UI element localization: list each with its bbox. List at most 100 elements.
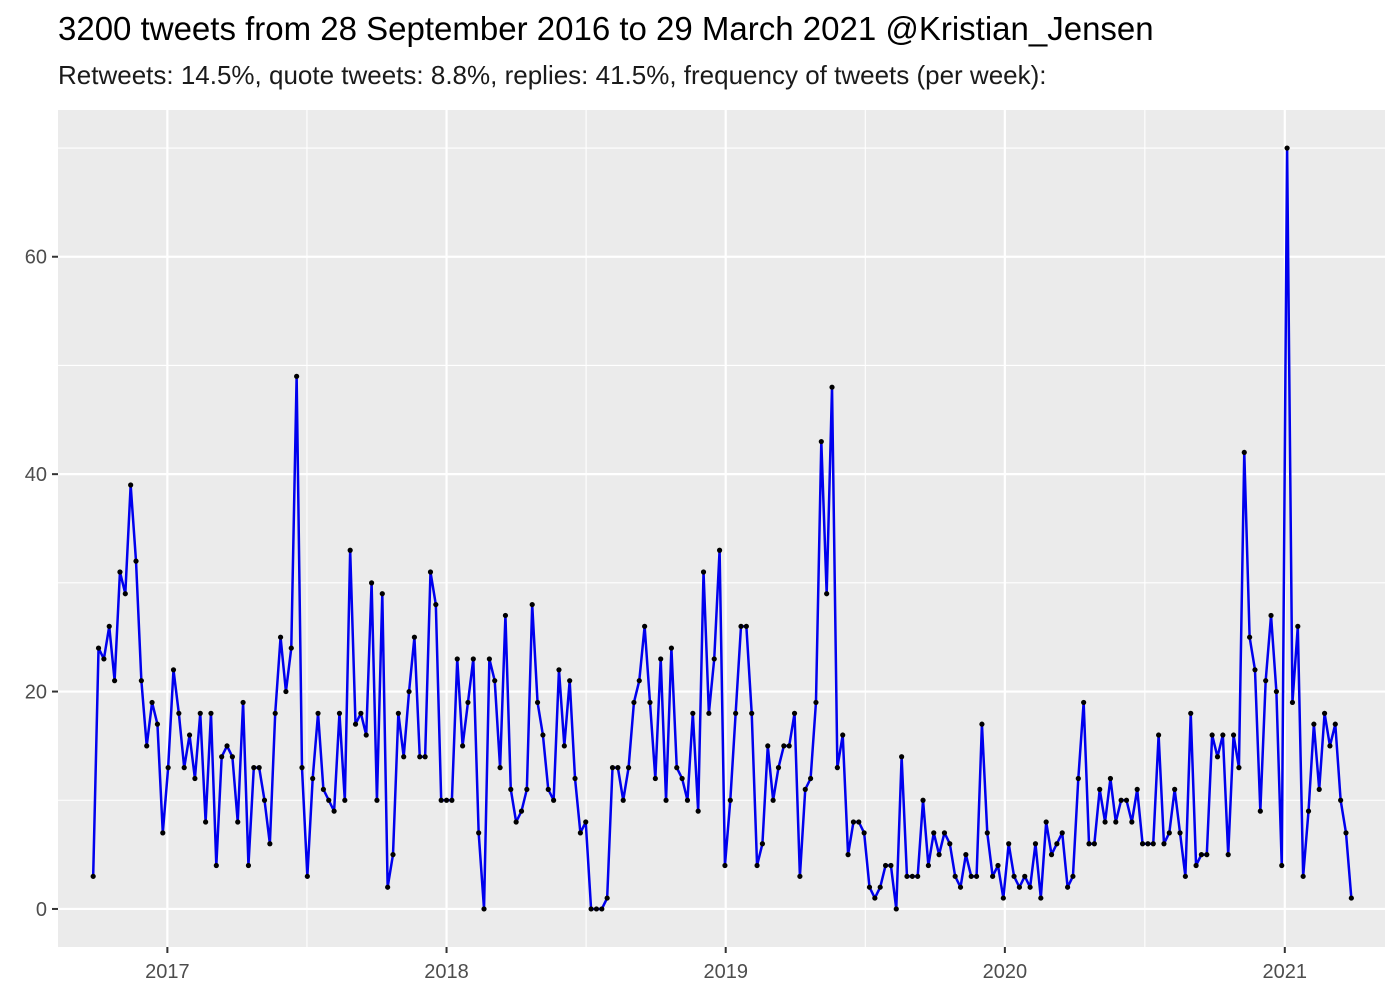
data-point <box>583 819 589 825</box>
data-point <box>711 656 717 662</box>
data-point <box>1027 884 1033 890</box>
data-point <box>759 841 766 847</box>
data-point <box>968 873 974 879</box>
data-point <box>609 765 616 771</box>
data-point <box>186 732 193 738</box>
data-point <box>1054 841 1060 847</box>
data-point <box>1075 775 1081 782</box>
data-point <box>963 852 969 858</box>
data-point <box>294 373 300 379</box>
data-point <box>668 645 675 651</box>
data-point <box>625 765 632 771</box>
data-point <box>936 852 942 858</box>
data-point <box>775 765 782 771</box>
data-point <box>443 797 450 803</box>
data-point <box>899 754 905 760</box>
data-point <box>882 862 889 869</box>
data-point <box>1006 841 1012 847</box>
data-point <box>556 667 562 673</box>
data-point <box>866 884 873 890</box>
data-point <box>347 547 353 553</box>
data-point <box>813 699 819 706</box>
data-point <box>513 819 519 825</box>
data-point <box>534 699 541 706</box>
data-point <box>1327 743 1333 749</box>
data-point <box>497 765 503 771</box>
data-point <box>1107 775 1114 782</box>
data-point <box>749 710 755 716</box>
data-point <box>1016 884 1023 890</box>
data-point <box>1257 808 1263 814</box>
data-point <box>679 775 685 782</box>
data-point <box>716 547 723 553</box>
data-point <box>502 612 509 619</box>
data-point <box>1193 862 1199 869</box>
data-point <box>1081 699 1087 706</box>
data-point <box>925 862 931 869</box>
data-point <box>476 830 482 836</box>
data-point <box>1311 721 1317 727</box>
data-point <box>652 775 658 782</box>
data-point <box>427 569 434 575</box>
data-point <box>1236 765 1242 771</box>
data-point <box>401 754 407 760</box>
data-point <box>647 699 653 706</box>
data-point <box>1279 862 1285 869</box>
data-point <box>160 830 166 836</box>
data-point <box>727 797 733 803</box>
data-point <box>1289 699 1296 706</box>
data-point <box>540 732 546 738</box>
data-point <box>588 906 594 912</box>
data-point <box>101 656 107 662</box>
data-point <box>1214 754 1221 760</box>
data-point <box>460 743 466 749</box>
data-point <box>850 819 857 825</box>
data-point <box>213 862 219 869</box>
data-point <box>1268 612 1274 619</box>
y-tick-label: 60 <box>25 247 47 269</box>
data-point <box>154 721 161 727</box>
chart-subtitle: Retweets: 14.5%, quote tweets: 8.8%, rep… <box>58 60 1047 90</box>
data-point <box>642 623 648 629</box>
data-point <box>979 721 985 727</box>
data-point <box>390 852 396 858</box>
data-point <box>144 743 150 749</box>
data-point <box>508 786 514 792</box>
data-point <box>310 775 316 782</box>
data-point <box>1338 797 1344 803</box>
data-point <box>1048 852 1055 858</box>
data-point <box>551 797 557 803</box>
data-point <box>904 873 910 879</box>
data-point <box>1011 873 1017 879</box>
data-point <box>995 862 1001 869</box>
data-point <box>1204 852 1210 858</box>
y-tick-label: 20 <box>25 682 47 704</box>
data-point <box>872 895 878 901</box>
data-point <box>781 743 787 749</box>
data-point <box>106 623 112 629</box>
data-point <box>561 743 567 749</box>
data-point <box>1150 841 1156 847</box>
data-point <box>465 699 471 706</box>
data-point <box>256 765 262 771</box>
data-point <box>567 678 573 684</box>
data-point <box>374 797 380 803</box>
data-point <box>1182 873 1188 879</box>
data-point <box>888 862 894 869</box>
data-point <box>417 754 423 760</box>
data-point <box>545 786 551 792</box>
data-point <box>283 688 289 695</box>
series-layer <box>90 145 1354 912</box>
data-point <box>320 786 326 792</box>
data-point <box>128 482 134 488</box>
data-point <box>990 873 996 879</box>
data-point <box>1252 667 1258 673</box>
plot-panel <box>58 110 1385 947</box>
data-point <box>1284 145 1290 151</box>
data-point <box>304 873 310 879</box>
major-gridlines <box>58 110 1385 947</box>
data-point <box>1188 710 1194 716</box>
data-point <box>524 786 530 792</box>
data-point <box>492 678 498 684</box>
